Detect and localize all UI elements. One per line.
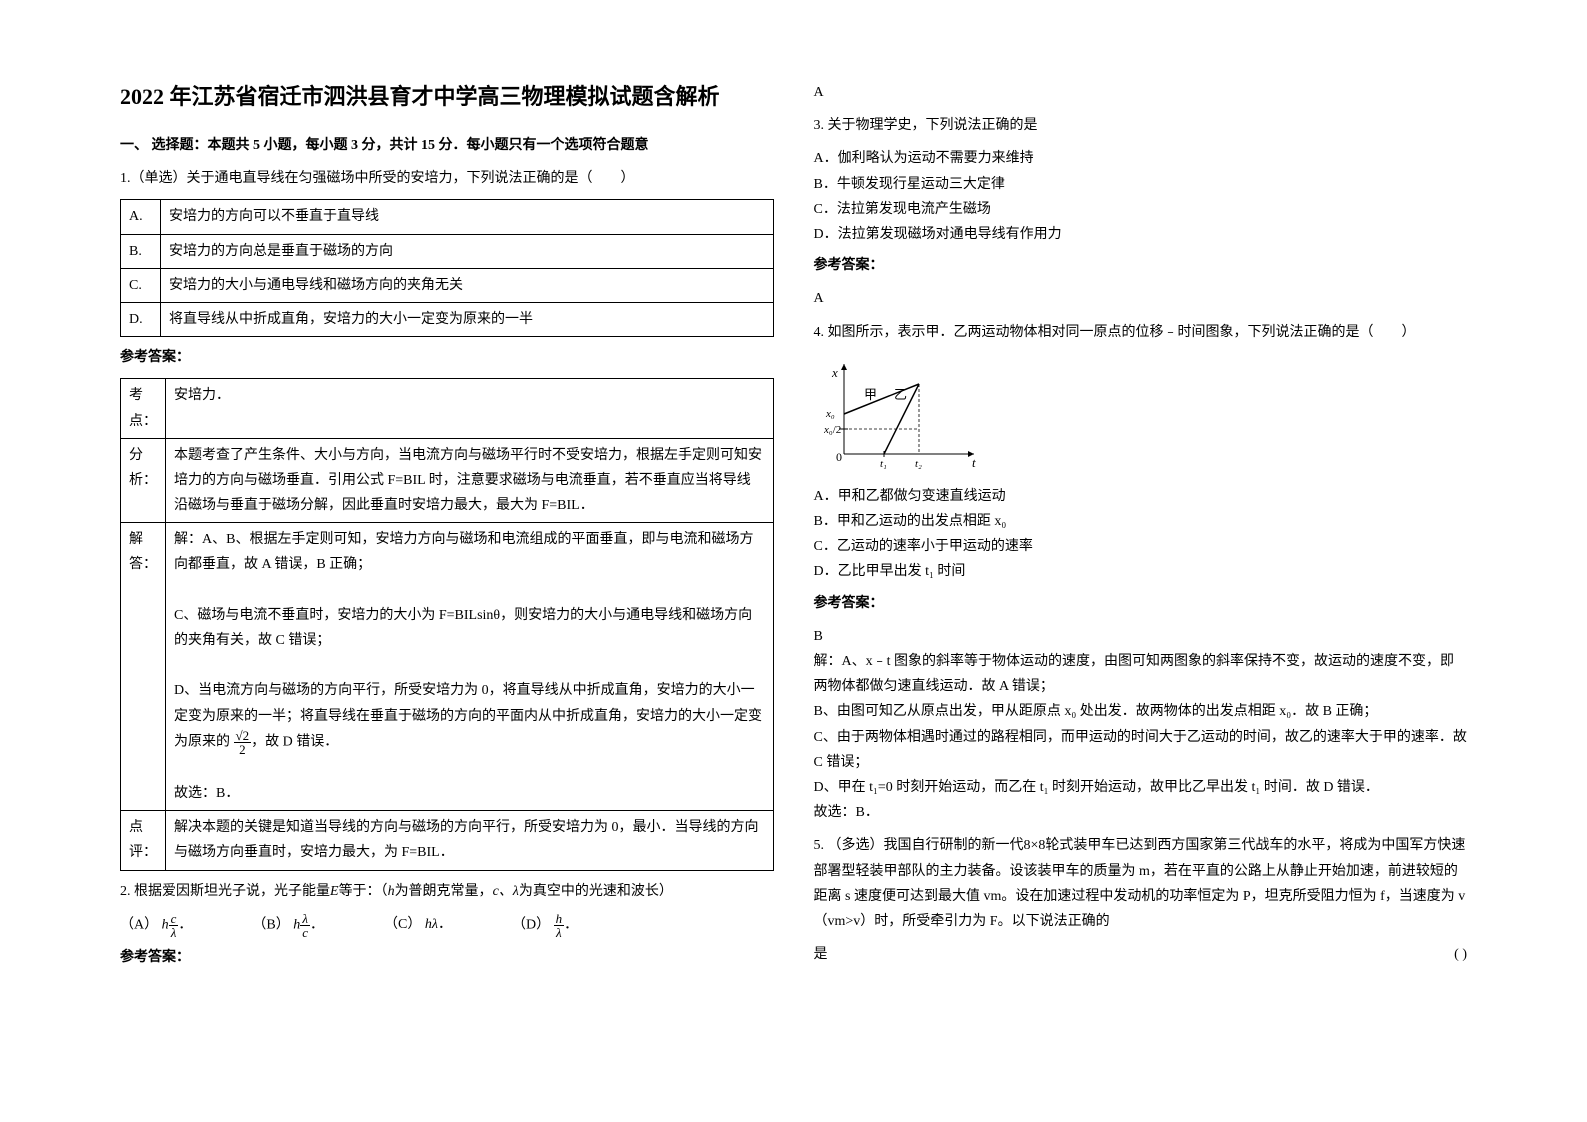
q1-row-1-text: 本题考查了产生条件、大小与方向，当电流方向与磁场平行时不受安培力，根据左手定则可…	[166, 438, 774, 523]
q1-solve-para-3: D、当电流方向与磁场的方向平行，所受安培力为 0，将直导线从中折成直角，安培力的…	[174, 678, 765, 755]
q2-answer: A	[814, 80, 1468, 105]
q2-opt-a-label: （A）	[120, 917, 158, 932]
q2-stem-d: 为真空中的光速和波长）	[519, 884, 673, 899]
q1-stem: 1.（单选）关于通电直导线在匀强磁场中所受的安培力，下列说法正确的是（ ）	[120, 166, 774, 191]
q1-row-2-text: 解：A、B、根据左手定则可知，安培力方向与磁场和电流组成的平面垂直，即与电流和磁…	[166, 523, 774, 811]
q5-stem: 5. （多选）我国自行研制的新一代8×8轮式装甲车已达到西方国家第三代战车的水平…	[814, 833, 1468, 934]
svg-text:t₁: t₁	[880, 458, 887, 469]
q4-answer-title: 参考答案：	[814, 591, 1468, 616]
svg-text:0: 0	[836, 450, 842, 464]
q1-solve-para-2: C、磁场与电流不垂直时，安培力的大小为 F=BILsinθ，则安培力的大小与通电…	[174, 603, 765, 653]
section-1-title: 一、 选择题：本题共 5 小题，每小题 3 分，共计 15 分．每小题只有一个选…	[120, 133, 774, 158]
q1-answer-title: 参考答案：	[120, 345, 774, 370]
q3-opt-c: C．法拉第发现电流产生磁场	[814, 197, 1468, 222]
q4-opt-c: C．乙运动的速率小于甲运动的速率	[814, 534, 1468, 559]
q4-opt-d: D．乙比甲早出发 t₁ 时间	[814, 559, 1468, 584]
q1-opt-b-label: B.	[121, 234, 161, 268]
q1-row-0-label: 考点：	[121, 379, 166, 438]
q1-explain-table: 考点：安培力． 分析：本题考查了产生条件、大小与方向，当电流方向与磁场平行时不受…	[120, 378, 774, 870]
svg-text:甲: 甲	[864, 387, 877, 402]
q2-stem-c: 为普朗克常量，	[395, 884, 493, 899]
svg-text:x: x	[831, 365, 838, 380]
q5-stem-a: 5. （多选）我国自行研制的新一代	[814, 838, 1024, 853]
page-title: 2022 年江苏省宿迁市泗洪县育才中学高三物理模拟试题含解析	[120, 80, 774, 113]
q2-opt-a: （A） hcλ．	[120, 912, 192, 939]
q2-h-symbol: h	[388, 884, 395, 899]
q3-answer-title: 参考答案：	[814, 253, 1468, 278]
q2-opt-b: （B） hλc．	[252, 912, 324, 939]
q3-opt-d: D．法拉第发现磁场对通电导线有作用力	[814, 222, 1468, 247]
q4-opt-b: B．甲和乙运动的出发点相距 x₀	[814, 509, 1468, 534]
q1-opt-d-text: 将直导线从中折成直角，安培力的大小一定变为原来的一半	[161, 302, 774, 336]
q1-row-3-label: 点评：	[121, 811, 166, 870]
q1-solve-para-4: 故选：B．	[174, 781, 765, 806]
q4-explain-3: D、甲在 t₁=0 时刻开始运动，而乙在 t₁ 时刻开始运动，故甲比乙早出发 t…	[814, 775, 1468, 800]
q2-e-symbol: E	[330, 884, 339, 899]
svg-text:t₂: t₂	[915, 458, 922, 469]
q1-opt-b-text: 安培力的方向总是垂直于磁场的方向	[161, 234, 774, 268]
q1-opt-d-label: D.	[121, 302, 161, 336]
q4-graph: x t 0 甲 乙 x₀ x₀/2 t₁ t₂	[824, 359, 984, 469]
q2-c-lambda-symbol: c、λ	[493, 884, 519, 899]
q2-options: （A） hcλ． （B） hλc． （C） hλ． （D） hλ．	[120, 912, 774, 939]
q4-stem: 4. 如图所示，表示甲．乙两运动物体相对同一原点的位移﹣时间图象，下列说法正确的…	[814, 320, 1468, 345]
q2-opt-c-label: （C）	[384, 917, 421, 932]
q1-opt-c-label: C.	[121, 268, 161, 302]
q1-opt-a-text: 安培力的方向可以不垂直于直导线	[161, 200, 774, 234]
q1-row-3-text: 解决本题的关键是知道当导线的方向与磁场的方向平行，所受安培力为 0，最小．当导线…	[166, 811, 774, 870]
q1-opt-a-label: A.	[121, 200, 161, 234]
svg-text:x₀/2: x₀/2	[824, 424, 841, 436]
q3-stem: 3. 关于物理学史，下列说法正确的是	[814, 113, 1468, 138]
q5-tail: ( )	[1454, 942, 1467, 967]
q3-opt-a: A．伽利略认为运动不需要力来维持	[814, 146, 1468, 171]
q2-opt-c: （C） hλ．	[384, 912, 452, 939]
q4-explain-1: B、由图可知乙从原点出发，甲从距原点 x₀ 处出发．故两物体的出发点相距 x₀．…	[814, 699, 1468, 724]
q1-solve-para-1: 解：A、B、根据左手定则可知，安培力方向与磁场和电流组成的平面垂直，即与电流和磁…	[174, 527, 765, 577]
q1-row-2-label: 解答：	[121, 523, 166, 811]
q1-row-0-text: 安培力．	[166, 379, 774, 438]
q1-options-table: A.安培力的方向可以不垂直于直导线 B.安培力的方向总是垂直于磁场的方向 C.安…	[120, 199, 774, 337]
q2-stem-b: 等于：（	[339, 884, 388, 899]
q2-answer-title: 参考答案：	[120, 945, 774, 970]
svg-text:乙: 乙	[894, 387, 907, 402]
q5-stem-c: 是	[814, 942, 828, 967]
q2-stem: 2. 根据爱因斯坦光子说，光子能量E等于：（h为普朗克常量，c、λ为真空中的光速…	[120, 879, 774, 904]
q3-answer: A	[814, 286, 1468, 311]
q1-opt-c-text: 安培力的大小与通电导线和磁场方向的夹角无关	[161, 268, 774, 302]
svg-text:x₀: x₀	[825, 408, 835, 420]
q2-stem-a: 2. 根据爱因斯坦光子说，光子能量	[120, 884, 330, 899]
q4-explain-4: 故选：B．	[814, 800, 1468, 825]
q3-opt-b: B．牛顿发现行星运动三大定律	[814, 172, 1468, 197]
q1-row-1-label: 分析：	[121, 438, 166, 523]
q5-8x8: 8×8	[1024, 838, 1046, 853]
svg-text:t: t	[972, 455, 976, 469]
q2-opt-d-label: （D）	[512, 917, 550, 932]
q4-explain-2: C、由于两物体相遇时通过的路程相同，而甲运动的时间大于乙运动的时间，故乙的速率大…	[814, 725, 1468, 775]
q4-answer: B	[814, 624, 1468, 649]
q5-last-line: 是 ( )	[814, 942, 1468, 967]
q2-opt-d: （D） hλ．	[512, 912, 578, 939]
q4-opt-a: A．甲和乙都做匀变速直线运动	[814, 484, 1468, 509]
q2-opt-b-label: （B）	[252, 917, 289, 932]
q4-explain-0: 解：A、x﹣t 图象的斜率等于物体运动的速度，由图可知两图象的斜率保持不变，故运…	[814, 649, 1468, 699]
